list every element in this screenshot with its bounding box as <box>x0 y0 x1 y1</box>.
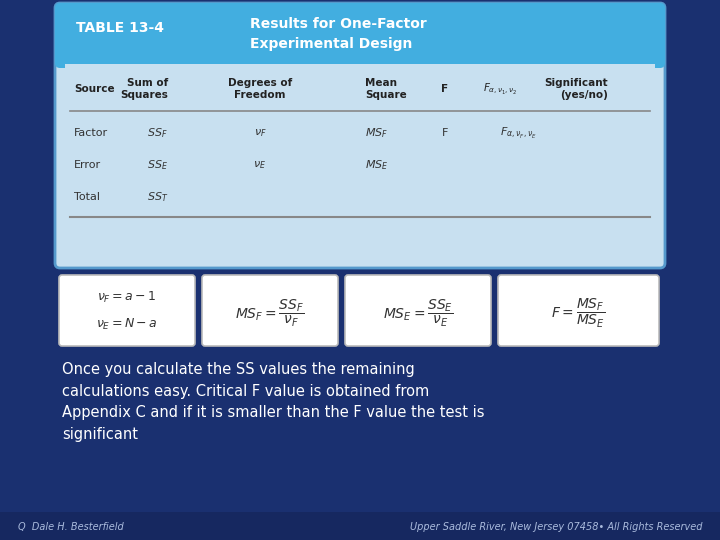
Text: Degrees of
Freedom: Degrees of Freedom <box>228 78 292 100</box>
FancyBboxPatch shape <box>55 3 665 68</box>
FancyBboxPatch shape <box>498 275 659 346</box>
Text: $\nu_F = a - 1$: $\nu_F = a - 1$ <box>97 290 157 305</box>
Text: F: F <box>442 128 448 138</box>
FancyBboxPatch shape <box>202 275 338 346</box>
Text: Significant
(yes/no): Significant (yes/no) <box>544 78 608 100</box>
Text: Total: Total <box>74 192 100 202</box>
FancyBboxPatch shape <box>59 275 195 346</box>
Text: $\nu_F$: $\nu_F$ <box>253 127 266 139</box>
Text: $MS_F$: $MS_F$ <box>365 126 388 140</box>
Text: Results for One-Factor: Results for One-Factor <box>250 17 427 31</box>
Text: Experimental Design: Experimental Design <box>250 37 413 51</box>
FancyBboxPatch shape <box>345 275 491 346</box>
Text: Once you calculate the SS values the remaining
calculations easy. Critical F val: Once you calculate the SS values the rem… <box>62 362 485 442</box>
Text: $SS_F$: $SS_F$ <box>148 126 168 140</box>
Text: Q  Dale H. Besterfield: Q Dale H. Besterfield <box>18 522 124 532</box>
Text: Upper Saddle River, New Jersey 07458• All Rights Reserved: Upper Saddle River, New Jersey 07458• Al… <box>410 522 702 532</box>
Text: $SS_E$: $SS_E$ <box>147 158 168 172</box>
Text: $\nu_E$: $\nu_E$ <box>253 159 266 171</box>
Bar <box>65 55 655 67</box>
Text: Factor: Factor <box>74 128 108 138</box>
Text: $MS_E$: $MS_E$ <box>365 158 389 172</box>
Text: $F_{\alpha,\nu_1,\nu_2}$: $F_{\alpha,\nu_1,\nu_2}$ <box>482 82 517 97</box>
Text: Source: Source <box>74 84 114 94</box>
Text: $MS_F = \dfrac{SS_F}{\nu_F}$: $MS_F = \dfrac{SS_F}{\nu_F}$ <box>235 298 305 329</box>
Text: Mean
Square: Mean Square <box>365 78 407 100</box>
Text: Sum of
Squares: Sum of Squares <box>120 78 168 100</box>
Text: Error: Error <box>74 160 101 170</box>
Text: F: F <box>441 84 449 94</box>
Text: $F = \dfrac{MS_F}{MS_E}$: $F = \dfrac{MS_F}{MS_E}$ <box>552 297 606 330</box>
FancyBboxPatch shape <box>55 3 665 268</box>
Text: $\nu_E = N - a$: $\nu_E = N - a$ <box>96 317 158 332</box>
Text: $F_{\alpha,\nu_F,\nu_E}$: $F_{\alpha,\nu_F,\nu_E}$ <box>500 125 537 140</box>
Bar <box>65 64 655 72</box>
Bar <box>0 512 720 540</box>
Text: TABLE 13-4: TABLE 13-4 <box>76 21 164 35</box>
Text: $SS_T$: $SS_T$ <box>147 190 168 204</box>
Text: $MS_E = \dfrac{SS_E}{\nu_E}$: $MS_E = \dfrac{SS_E}{\nu_E}$ <box>383 298 454 329</box>
